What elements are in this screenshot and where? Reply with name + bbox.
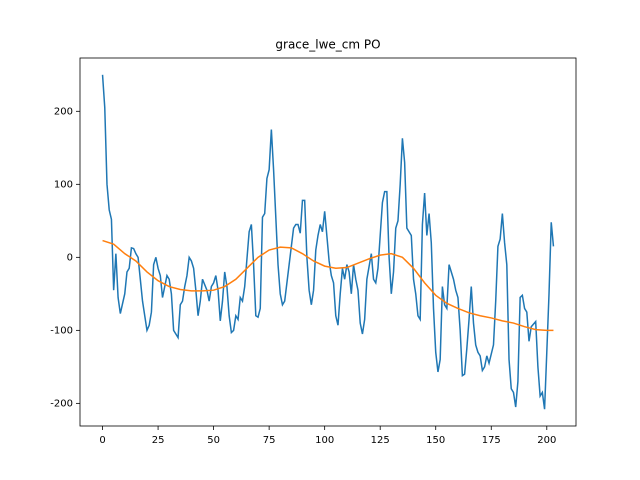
line-series [101, 74, 555, 410]
chart-title: grace_lwe_cm PO [275, 38, 380, 52]
y-tick-label: 100 [54, 179, 73, 190]
plot-frame [79, 57, 577, 427]
y-tick-label: 0 [67, 252, 73, 263]
line-series [102, 239, 554, 332]
y-tick-label: 200 [54, 106, 73, 117]
x-tick-label: 100 [315, 435, 334, 446]
x-tick-label: 125 [371, 435, 390, 446]
y-tick-label: -200 [50, 398, 73, 409]
x-tick-label: 25 [152, 435, 165, 446]
x-tick-label: 50 [207, 435, 220, 446]
y-tick-label: -100 [50, 325, 73, 336]
x-tick-label: 150 [426, 435, 445, 446]
x-tick-label: 175 [482, 435, 501, 446]
x-tick-label: 75 [263, 435, 276, 446]
x-tick-label: 200 [537, 435, 556, 446]
x-tick-label: 0 [99, 435, 105, 446]
